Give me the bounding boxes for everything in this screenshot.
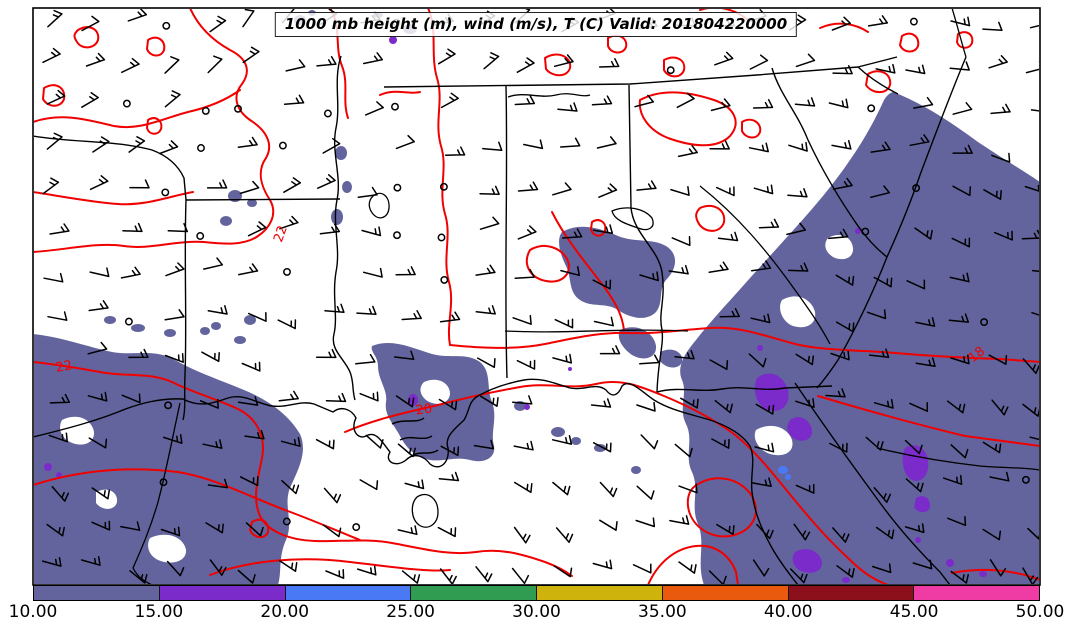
colorbar-tick-label: 30.00 [512,602,561,622]
colorbar-tick-label: 45.00 [889,602,939,622]
colorbar-tick-label: 40.00 [763,602,813,622]
colorbar-tick-label: 15.00 [134,602,184,622]
title-box: 1000 mb height (m), wind (m/s), T (C) Va… [274,12,798,37]
colorbar-segment [661,586,788,600]
colorbar-segment [410,586,536,600]
contour-label: 22 [271,224,291,245]
colorbar-tick-label: 25.00 [386,602,435,622]
colorbar-tick-label: 50.00 [1015,602,1065,622]
colorbar-segment [34,586,159,600]
colorbar-segment [158,586,285,600]
plot-title: 1000 mb height (m), wind (m/s), T (C) Va… [284,15,788,33]
colorbar-ticks: 10.00 15.00 20.00 25.00 30.00 35.00 40.00 45.00… [9,602,1065,628]
height-contours [132,9,1039,584]
colorbar-segment [913,586,1039,600]
contour-label: 22 [55,358,74,376]
colorbar-segment [284,586,411,600]
colorbar [33,585,1040,601]
colorbar-tick-label: 20.00 [260,602,310,622]
colorbar-tick-label: 35.00 [638,602,687,622]
colorbar-segment [787,586,914,600]
colorbar-segment [536,586,662,600]
colorbar-tick-label: 10.00 [8,602,58,622]
contour-label: 20 [415,401,433,418]
